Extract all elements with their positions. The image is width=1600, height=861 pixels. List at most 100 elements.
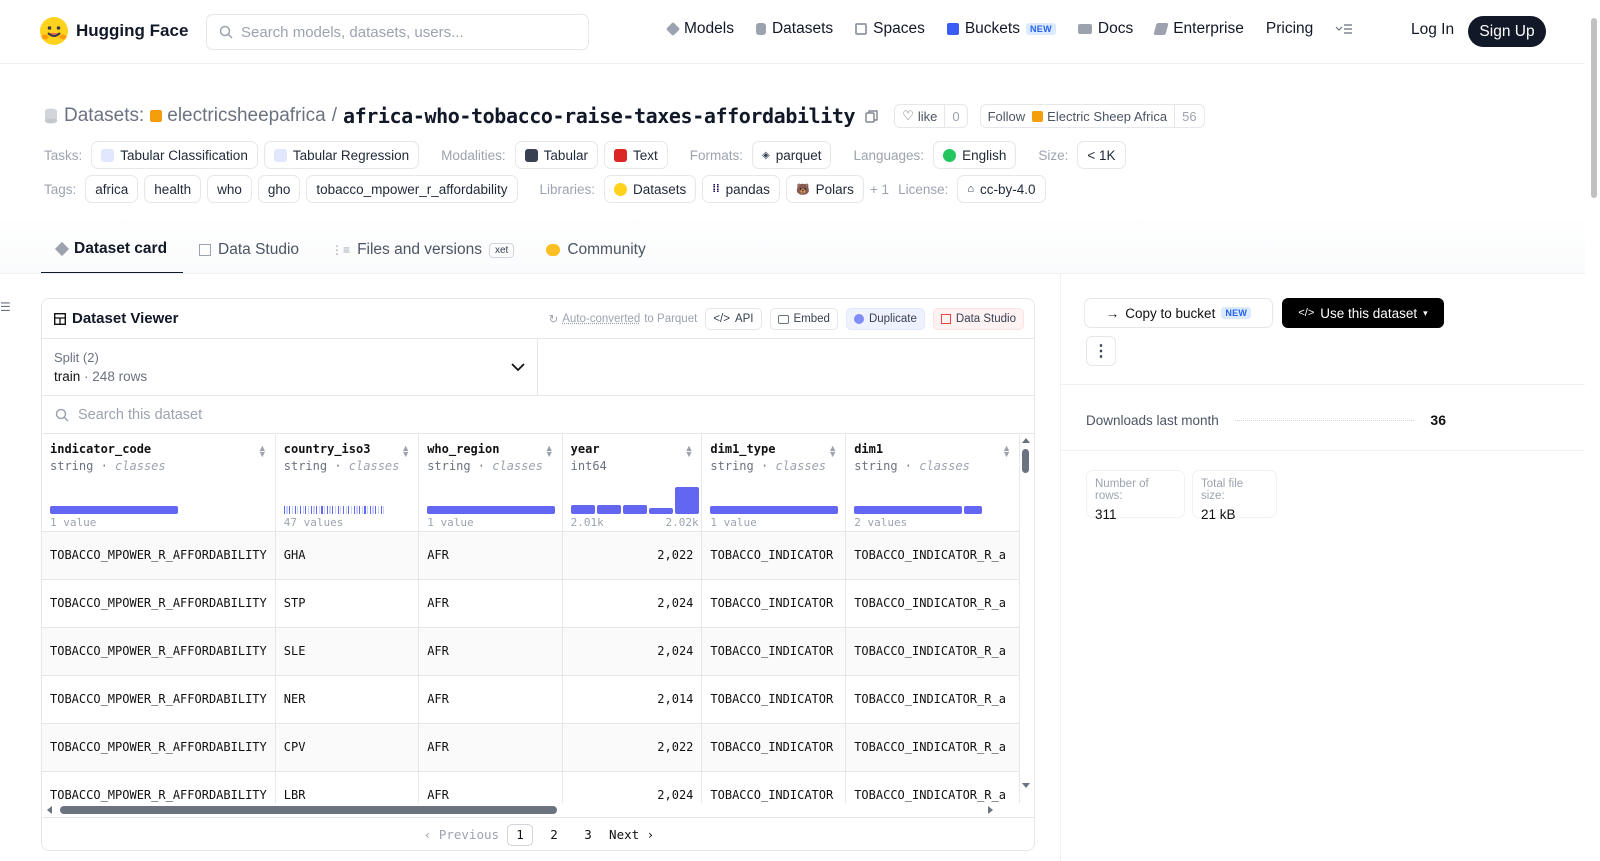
task-tag-tabular-regression[interactable]: Tabular Regression — [263, 141, 420, 169]
split-dropdown[interactable]: Split (2) train · 248 rows — [42, 339, 538, 395]
api-button[interactable]: </> API — [705, 308, 762, 330]
data-studio-button[interactable]: Data Studio — [932, 308, 1024, 330]
previous-page-button[interactable]: ‹ Previous — [423, 827, 500, 842]
repo-owner-link[interactable]: electricsheepafrica — [150, 105, 326, 127]
histogram-bar[interactable] — [316, 505, 318, 514]
table-cell-indicator-code[interactable]: TOBACCO_MPOWER_R_AFFORDABILITY — [42, 723, 276, 772]
embed-button[interactable]: Embed — [769, 308, 838, 330]
nav-enterprise[interactable]: Enterprise — [1153, 20, 1244, 38]
histogram-bar[interactable] — [50, 505, 178, 514]
table-row[interactable]: TOBACCO_MPOWER_R_AFFORDABILITY LBR AFR 2,02… — [42, 771, 1020, 803]
library-tag-pandas[interactable]: ⁞⁞ pandas — [702, 175, 780, 203]
histogram-bar[interactable] — [375, 505, 377, 514]
histogram-bar[interactable] — [337, 505, 339, 514]
table-cell-country-iso3[interactable]: CPV — [275, 723, 420, 772]
table-cell-country-iso3[interactable]: GHA — [275, 531, 420, 580]
histogram-bar[interactable] — [340, 505, 342, 514]
tab-dataset-card[interactable]: Dataset card — [41, 226, 184, 274]
table-cell-who-region[interactable]: AFR — [418, 723, 563, 772]
nav-buckets[interactable]: Buckets NEW — [946, 20, 1056, 38]
next-page-button[interactable]: Next › — [609, 827, 655, 842]
tag-health[interactable]: health — [144, 175, 202, 203]
task-tag-tabular-classification[interactable]: Tabular Classification — [91, 141, 258, 169]
table-cell-dim1[interactable]: TOBACCO_INDICATOR_R_a — [845, 771, 1020, 803]
table-cell-dim1-type[interactable]: TOBACCO_INDICATOR — [701, 771, 847, 803]
table-cell-who-region[interactable]: AFR — [418, 627, 563, 676]
histogram-bar[interactable] — [289, 505, 291, 514]
histogram-bar[interactable] — [367, 505, 369, 514]
histogram-bar[interactable] — [596, 504, 621, 514]
tab-community[interactable]: Community — [530, 226, 661, 274]
histogram-bar[interactable] — [302, 505, 304, 514]
histogram-bar[interactable] — [324, 505, 326, 514]
table-cell-indicator-code[interactable]: TOBACCO_MPOWER_R_AFFORDABILITY — [42, 531, 276, 580]
table-cell-indicator-code[interactable]: TOBACCO_MPOWER_R_AFFORDABILITY — [42, 771, 276, 803]
histogram-bar[interactable] — [313, 505, 315, 514]
page-3-button[interactable]: 3 — [584, 827, 592, 842]
table-cell-dim1[interactable]: TOBACCO_INDICATOR_R_a — [845, 675, 1020, 724]
histogram-bar[interactable] — [326, 505, 328, 514]
histogram-bar[interactable] — [297, 505, 299, 514]
histogram-bar[interactable] — [286, 505, 288, 514]
table-cell-dim1-type[interactable]: TOBACCO_INDICATOR — [701, 531, 847, 580]
tag-africa[interactable]: africa — [85, 175, 139, 203]
histogram-bar[interactable] — [329, 505, 331, 514]
column-header-year[interactable]: year int64 ▲ ▼ 2.01k 2.02k — [562, 435, 703, 532]
histogram-bar[interactable] — [361, 505, 363, 514]
histogram-bar[interactable] — [345, 505, 347, 514]
login-link[interactable]: Log In — [1411, 21, 1455, 38]
copy-to-bucket-button[interactable]: → Copy to bucket NEW — [1084, 298, 1273, 328]
column-header-indicator-code[interactable]: indicator_code string · classes ▲ ▼ 1 value — [42, 435, 276, 532]
scroll-thumb[interactable] — [60, 806, 557, 814]
copy-icon[interactable] — [865, 109, 878, 123]
table-cell-country-iso3[interactable]: SLE — [275, 627, 420, 676]
sort-icon[interactable]: ▲ ▼ — [828, 443, 838, 459]
histogram-bar[interactable] — [350, 505, 353, 514]
histogram-bar[interactable] — [353, 505, 355, 514]
histogram-bar[interactable] — [334, 505, 336, 514]
table-cell-country-iso3[interactable]: LBR — [275, 771, 420, 803]
tag-gho[interactable]: gho — [257, 175, 301, 203]
tab-data-studio[interactable]: Data Studio — [183, 226, 315, 274]
table-cell-who-region[interactable]: AFR — [418, 579, 563, 628]
histogram-bar[interactable] — [380, 505, 382, 514]
nav-spaces[interactable]: Spaces — [855, 20, 925, 38]
table-cell-indicator-code[interactable]: TOBACCO_MPOWER_R_AFFORDABILITY — [42, 627, 276, 676]
tag-who[interactable]: who — [207, 175, 252, 203]
global-search[interactable] — [206, 14, 589, 50]
repo-name[interactable]: africa-who-tobacco-raise-taxes-affordabi… — [342, 104, 856, 128]
global-search-input[interactable] — [241, 23, 561, 41]
histogram-bar[interactable] — [332, 505, 334, 514]
dataset-search-input[interactable] — [78, 406, 678, 423]
histogram-bar[interactable] — [854, 505, 963, 514]
table-cell-dim1-type[interactable]: TOBACCO_INDICATOR — [701, 723, 847, 772]
nav-models[interactable]: Models — [665, 20, 734, 38]
like-button[interactable]: ♡ like 0 — [894, 104, 968, 128]
histogram-bar[interactable] — [299, 505, 302, 514]
table-cell-country-iso3[interactable]: NER — [275, 675, 420, 724]
histogram-bar[interactable] — [307, 505, 310, 514]
table-cell-indicator-code[interactable]: TOBACCO_MPOWER_R_AFFORDABILITY — [42, 579, 276, 628]
grid-vertical-scrollbar[interactable] — [1018, 435, 1034, 803]
table-cell-year[interactable]: 2,014 — [562, 675, 703, 724]
home-logo[interactable]: Hugging Face — [40, 17, 188, 45]
table-row[interactable]: TOBACCO_MPOWER_R_AFFORDABILITY SLE AFR 2,02… — [42, 627, 1020, 676]
table-cell-indicator-code[interactable]: TOBACCO_MPOWER_R_AFFORDABILITY — [42, 675, 276, 724]
duplicate-button[interactable]: Duplicate — [845, 308, 925, 330]
histogram-bar[interactable] — [359, 505, 361, 514]
histogram-bar[interactable] — [372, 505, 374, 514]
page-scroll-thumb[interactable] — [1591, 18, 1597, 198]
language-tag-english[interactable]: English — [933, 141, 1017, 169]
nav-more-menu[interactable] — [1335, 23, 1353, 35]
histogram-bar[interactable] — [369, 505, 371, 514]
histogram-bar[interactable] — [294, 505, 296, 514]
histogram-bar[interactable] — [310, 505, 312, 514]
license-tag[interactable]: ⌂ cc-by-4.0 — [957, 175, 1046, 203]
table-cell-who-region[interactable]: AFR — [418, 531, 563, 580]
table-cell-who-region[interactable]: AFR — [418, 675, 563, 724]
column-header-country-iso3[interactable]: country_iso3 string · classes ▲ ▼ 47 values — [275, 435, 420, 532]
nav-datasets[interactable]: Datasets — [755, 20, 833, 38]
table-cell-dim1[interactable]: TOBACCO_INDICATOR_R_a — [845, 723, 1020, 772]
table-cell-year[interactable]: 2,024 — [562, 579, 703, 628]
column-header-dim1[interactable]: dim1 string · classes ▲ ▼ 2 values — [845, 435, 1020, 532]
